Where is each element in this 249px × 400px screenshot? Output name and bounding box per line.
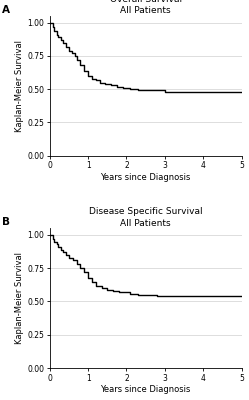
X-axis label: Years since Diagnosis: Years since Diagnosis <box>101 385 191 394</box>
Text: A: A <box>2 5 10 15</box>
Title: Overall Survival
All Patients: Overall Survival All Patients <box>110 0 182 15</box>
Y-axis label: Kaplan-Meier Survival: Kaplan-Meier Survival <box>15 40 24 132</box>
Text: B: B <box>2 217 10 227</box>
X-axis label: Years since Diagnosis: Years since Diagnosis <box>101 173 191 182</box>
Title: Disease Specific Survival
All Patients: Disease Specific Survival All Patients <box>89 208 202 228</box>
Y-axis label: Kaplan-Meier Survival: Kaplan-Meier Survival <box>15 252 24 344</box>
